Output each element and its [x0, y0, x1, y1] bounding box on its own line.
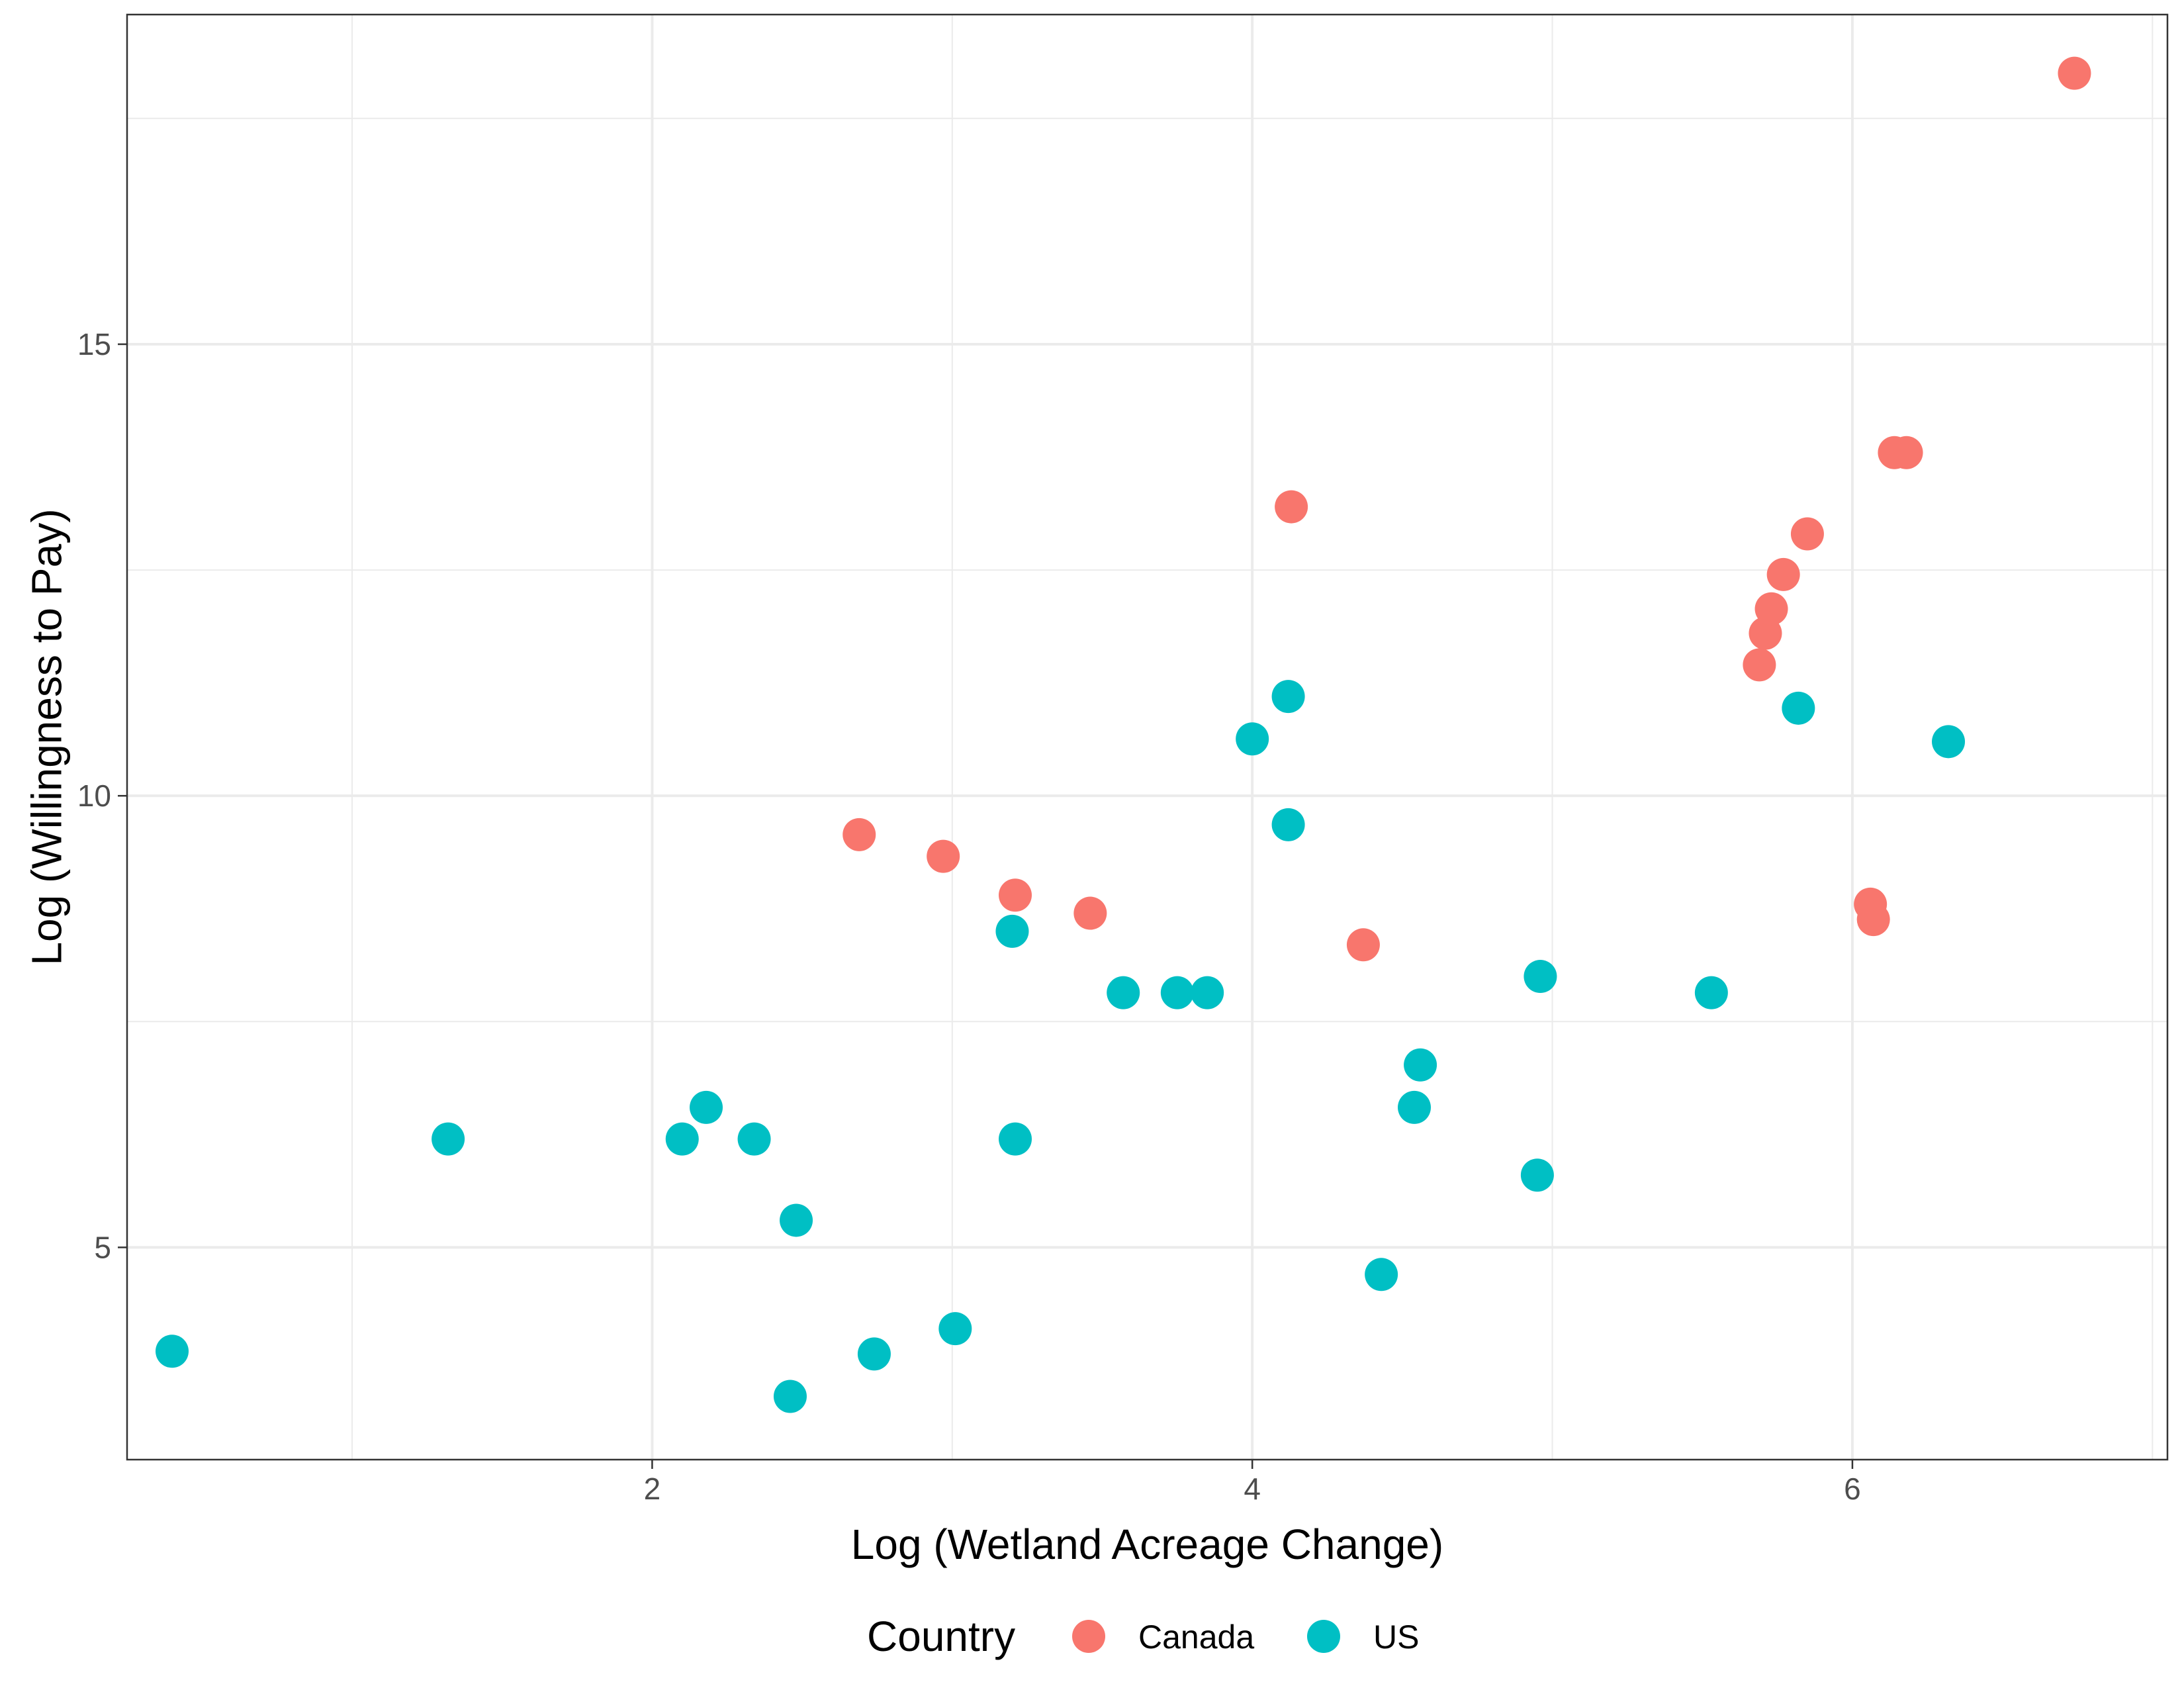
data-point-us	[156, 1335, 189, 1368]
data-point-us	[773, 1380, 807, 1413]
data-point-us	[1782, 691, 1815, 725]
data-point-us	[1365, 1258, 1398, 1291]
data-point-canada	[1754, 592, 1788, 626]
data-point-canada	[1073, 896, 1107, 930]
data-point-us	[857, 1337, 891, 1371]
data-points	[156, 56, 2091, 1413]
data-point-canada	[842, 818, 876, 851]
data-point-canada	[999, 878, 1032, 912]
plot-panel-border	[126, 13, 2169, 1461]
data-point-us	[1520, 1158, 1554, 1192]
data-point-us	[737, 1122, 771, 1156]
data-point-canada	[1790, 517, 1824, 551]
data-point-us	[1107, 976, 1140, 1009]
data-point-us	[995, 914, 1029, 948]
legend-key-us	[1307, 1620, 1340, 1653]
data-point-us	[1160, 976, 1194, 1009]
data-point-us	[1271, 808, 1305, 841]
data-point-canada	[1346, 928, 1380, 962]
data-point-us	[938, 1312, 972, 1346]
data-point-us	[1404, 1048, 1437, 1082]
data-point-us	[1271, 680, 1305, 714]
x-tick-label: 6	[1844, 1472, 1861, 1506]
y-tick-label: 15	[77, 327, 111, 361]
legend-title: Country	[867, 1613, 1015, 1660]
legend-label-us: US	[1373, 1618, 1419, 1656]
data-point-canada	[1889, 436, 1923, 469]
y-axis-title: Log (Willingness to Pay)	[23, 508, 70, 965]
grid	[127, 15, 2167, 1460]
data-point-canada	[927, 839, 960, 873]
axes: 2 4 6 5 10 15	[77, 327, 1861, 1506]
data-point-us	[1191, 976, 1224, 1009]
data-point-canada	[2058, 56, 2091, 90]
data-point-us	[1398, 1090, 1432, 1124]
data-point-us	[1236, 722, 1269, 756]
y-tick-label: 5	[94, 1230, 111, 1264]
x-tick-label: 2	[644, 1472, 661, 1506]
data-point-us	[690, 1090, 723, 1124]
data-point-us	[1694, 976, 1728, 1009]
data-point-us	[1932, 725, 1966, 759]
data-point-us	[999, 1122, 1032, 1156]
x-axis-title: Log (Wetland Acreage Change)	[851, 1521, 1443, 1568]
data-point-canada	[1275, 490, 1308, 524]
x-tick-label: 4	[1244, 1472, 1261, 1506]
legend-label-canada: Canada	[1138, 1618, 1254, 1656]
data-point-canada	[1743, 648, 1776, 682]
data-point-us	[665, 1122, 699, 1156]
data-point-us	[780, 1203, 813, 1237]
y-tick-label: 10	[77, 778, 111, 813]
data-point-canada	[1766, 557, 1800, 591]
legend: Country Canada US	[867, 1613, 1419, 1660]
data-point-us	[1524, 960, 1557, 994]
data-point-us	[432, 1122, 465, 1156]
data-point-canada	[1856, 903, 1890, 937]
legend-key-canada	[1072, 1620, 1105, 1653]
